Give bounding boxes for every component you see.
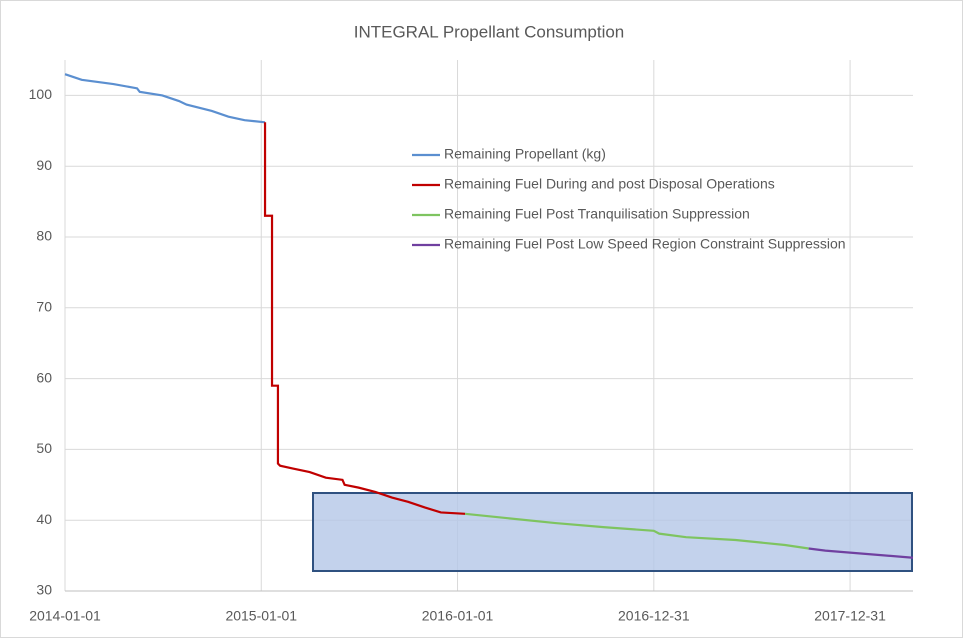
y-tick-label: 80 xyxy=(36,228,52,244)
legend: Remaining Propellant (kg) Remaining Fuel … xyxy=(412,146,846,252)
x-tick-label: 2016-12-31 xyxy=(618,608,690,624)
data-line xyxy=(464,512,809,550)
data-line xyxy=(263,122,466,515)
y-tick-label: 60 xyxy=(36,369,52,385)
highlight-box xyxy=(312,492,913,572)
x-tick-label: 2016-01-01 xyxy=(422,608,494,624)
data-line xyxy=(64,73,266,124)
chart-title: INTEGRAL Propellant Consumption xyxy=(354,22,625,41)
plot xyxy=(64,73,914,559)
x-tick-label: 2017-12-31 xyxy=(814,608,886,624)
x-tick-label: 2015-01-01 xyxy=(225,608,297,624)
legend-label: Remaining Propellant (kg) xyxy=(444,146,606,162)
data-line xyxy=(808,547,914,559)
legend-label: Remaining Fuel Post Tranquilisation Supp… xyxy=(444,206,750,222)
legend-label: Remaining Fuel During and post Disposal … xyxy=(444,176,775,192)
y-tick-label: 50 xyxy=(36,440,52,456)
y-tick-label: 100 xyxy=(29,86,53,102)
y-tick-label: 30 xyxy=(36,582,52,598)
x-tick-label: 2014-01-01 xyxy=(29,608,101,624)
y-tick-label: 90 xyxy=(36,157,52,173)
legend-label: Remaining Fuel Post Low Speed Region Con… xyxy=(444,236,846,252)
y-tick-label: 70 xyxy=(36,299,52,315)
y-tick-label: 40 xyxy=(36,511,52,527)
